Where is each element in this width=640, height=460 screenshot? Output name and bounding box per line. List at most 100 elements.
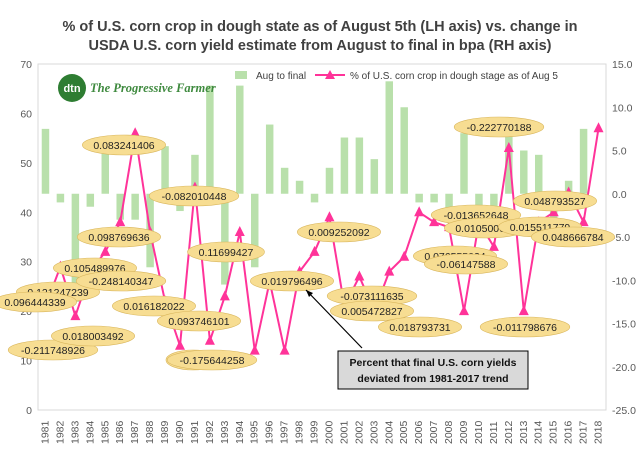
x-tick-label: 1990 [174,420,186,444]
right-tick-label: 15.0 [612,59,633,71]
line-marker [459,305,469,316]
legend: Aug to final % of U.S. corn crop in doug… [235,70,558,82]
line-marker [324,211,335,222]
line-marker [249,344,260,355]
bar [460,133,468,194]
bar [505,128,513,194]
data-label-text: -0.175644258 [180,355,245,367]
data-labels: 0.1212472390.0964443390.105489976-0.2117… [0,116,615,371]
data-label-bubble [77,226,161,248]
x-tick-label: 2015 [548,420,560,444]
line-marker [309,245,320,256]
bar [579,128,588,194]
legend-line-marker [325,70,335,79]
bar [116,193,124,220]
data-label-text: -0.248140347 [89,276,154,288]
line-marker [279,344,290,355]
bar [41,128,50,194]
left-tick-label: 70 [20,59,32,71]
annotation-line-2: deviated from 1981-2017 trend [357,373,508,385]
x-tick-label: 1986 [114,420,126,444]
bar [191,154,199,194]
data-label-bubble [424,253,508,275]
data-label-bubble [378,316,462,338]
bar [295,180,304,194]
x-tick-label: 2016 [563,420,575,444]
data-label-bubble [479,316,571,338]
bar [430,193,438,203]
line-marker [593,122,604,133]
right-tick-label: -25.0 [612,405,636,417]
x-tick-label: 1998 [294,420,306,444]
data-label-text: 0.005472827 [341,306,402,318]
x-tick-label: 2000 [323,420,335,444]
data-label-bubble [531,226,615,248]
annotation-line-1: Percent that final U.S. corn yields [350,357,517,369]
line-marker [429,216,440,227]
x-tick-label: 2003 [368,420,380,444]
data-label-text: 0.009252092 [308,227,369,239]
bar [101,150,109,194]
data-label-bubble [51,325,135,347]
bar [355,137,364,194]
left-tick-label: 20 [20,306,32,318]
x-tick-label: 2004 [383,420,395,444]
left-axis: 0 10 20 30 40 50 60 70 [20,59,32,417]
x-tick-label: 1997 [279,420,291,444]
data-label-text: 0.048666784 [542,232,603,244]
x-tick-label: 1988 [144,420,156,444]
line-marker [219,290,230,301]
bar [400,107,408,194]
bar [236,85,244,194]
bar [385,81,393,194]
bar [206,85,214,194]
legend-bar-swatch [235,71,247,79]
x-tick-label: 1981 [39,420,51,444]
x-tick-label: 2017 [578,420,590,444]
x-tick-label: 2006 [413,420,425,444]
data-label-bubble [148,185,240,207]
x-tick-label: 2014 [533,420,545,444]
left-tick-label: 40 [20,207,32,219]
data-label-bubble [166,349,258,371]
data-label-bubble [0,291,77,313]
legend-bar-label: Aug to final [256,71,306,82]
right-tick-label: 0.0 [612,189,627,201]
data-label-text: -0.073111635 [340,291,403,303]
data-label-text: 0.048793527 [524,196,585,208]
logo-mark-text: dtn [63,83,80,95]
x-tick-label: 1985 [99,420,111,444]
data-label-bubble [112,295,196,317]
x-axis: 1981 1982 1983 1984 1985 1986 1987 1988 1989 1990… [39,420,604,444]
data-label-bubble [330,300,414,322]
x-tick-label: 2018 [593,420,605,444]
bar [310,193,319,203]
x-tick-label: 2013 [518,420,530,444]
bar [221,193,229,285]
bar [325,167,334,194]
data-label-bubble [513,190,597,212]
x-tick-label: 1982 [54,420,66,444]
logo-mark [58,74,86,102]
logo-text: The Progressive Farmer [90,81,216,95]
line-marker [204,334,215,345]
bar [251,193,259,268]
right-tick-label: -15.0 [612,319,636,331]
x-tick-label: 2011 [488,421,500,444]
bar [161,146,169,194]
x-tick-label: 1984 [84,420,96,444]
line-marker [518,305,529,316]
data-label-text: 0.098769636 [88,232,149,244]
data-label-text: -0.011798676 [493,322,557,334]
title-line-2: USDA U.S. corn yield estimate from Augus… [89,38,552,54]
x-tick-label: 1993 [219,420,231,444]
x-tick-label: 2010 [473,420,485,444]
x-tick-label: 1996 [264,420,276,444]
data-label-text: 0.093746101 [168,316,229,328]
legend-line-label: % of U.S. corn crop in dough stage as of… [350,71,558,82]
annotation: Percent that final U.S. corn yields devi… [305,289,529,390]
right-axis: -25.0 -20.0 -15.0 -10.0 -5.0 0.0 5.0 10.0 15.0 [612,59,636,417]
annotation-box [337,350,529,390]
right-tick-label: -10.0 [612,275,636,287]
